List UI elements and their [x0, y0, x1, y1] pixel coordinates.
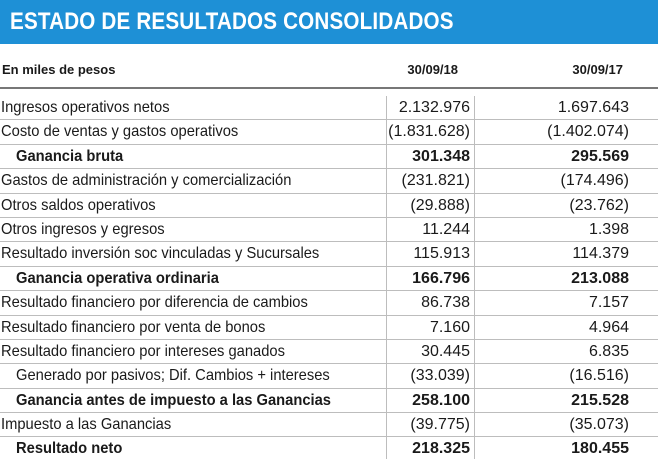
column-divider: [474, 96, 475, 459]
table-row: Resultado neto 218.325 180.455: [0, 437, 658, 461]
value-2018: 218.325: [412, 440, 470, 458]
value-2018: 11.244: [422, 220, 470, 238]
table-row: Costo de ventas y gastos operativos (1.83…: [0, 120, 658, 145]
row-label: Costo de ventas y gastos operativos: [1, 123, 239, 141]
table-row: Generado por pasivos; Dif. Cambios + int…: [0, 364, 658, 389]
row-label: Resultado financiero por diferencia de c…: [1, 294, 308, 312]
value-2017: 1.697.643: [557, 99, 629, 116]
header-divider: [0, 87, 658, 89]
row-label: Resultado neto: [16, 440, 123, 458]
table-row: Resultado financiero por diferencia de c…: [0, 291, 658, 316]
unit-label: En miles de pesos: [2, 62, 116, 77]
value-2017: 1.398: [588, 220, 629, 238]
value-2017: (1.402.074): [547, 123, 629, 141]
row-label: Ganancia operativa ordinaria: [16, 269, 219, 287]
table-row: Resultado financiero por venta de bonos 7…: [0, 316, 658, 340]
value-2018: 301.348: [412, 147, 470, 165]
row-label: Impuesto a las Ganancias: [1, 416, 172, 434]
column-divider: [386, 96, 387, 459]
table-row: Gastos de administración y comercializac…: [0, 169, 658, 194]
page-title: ESTADO DE RESULTADOS CONSOLIDADOS: [10, 8, 454, 35]
value-2018: 166.796: [412, 269, 470, 287]
value-2017: 114.379: [572, 245, 629, 263]
table-row: Resultado financiero por intereses ganad…: [0, 340, 658, 365]
value-2018: 86.738: [421, 294, 470, 312]
table-row: Ganancia bruta 301.348 295.569: [0, 145, 658, 170]
value-2018: (29.888): [410, 196, 470, 214]
value-2018: 258.100: [412, 391, 470, 409]
table-row: Impuesto a las Ganancias (39.775) (35.073): [0, 413, 658, 438]
row-label: Ganancia bruta: [16, 147, 124, 165]
value-2017: (23.762): [569, 196, 629, 214]
title-bar: ESTADO DE RESULTADOS CONSOLIDADOS: [0, 0, 658, 44]
row-label: Ingresos operativos netos: [1, 99, 170, 116]
value-2018: (33.039): [410, 367, 470, 385]
table-row: Otros saldos operativos (29.888) (23.762): [0, 194, 658, 218]
table-row: Otros ingresos y egresos 11.244 1.398: [0, 218, 658, 243]
table-row: Resultado inversión soc vinculadas y Suc…: [0, 242, 658, 267]
value-2017: (174.496): [560, 172, 630, 190]
value-2018: (231.821): [401, 172, 471, 190]
value-2018: 2.132.976: [398, 99, 470, 116]
value-2018: (1.831.628): [388, 123, 470, 141]
value-2017: (16.516): [569, 367, 629, 385]
value-2018: 30.445: [421, 342, 470, 360]
value-2017: 213.088: [571, 269, 629, 287]
column-header-2017: 30/09/17: [572, 62, 623, 77]
value-2017: (35.073): [569, 416, 629, 434]
value-2017: 6.835: [588, 342, 629, 360]
row-label: Resultado financiero por venta de bonos: [1, 318, 266, 336]
value-2017: 4.964: [588, 318, 629, 336]
row-label: Ganancia antes de impuesto a las Gananci…: [16, 391, 331, 409]
row-label: Otros saldos operativos: [1, 196, 156, 214]
column-header-2018: 30/09/18: [407, 62, 458, 77]
row-label: Gastos de administración y comercializac…: [1, 172, 292, 190]
row-label: Resultado inversión soc vinculadas y Suc…: [1, 245, 320, 263]
income-statement-table: Ingresos operativos netos 2.132.976 1.697.…: [0, 96, 658, 462]
value-2018: 115.913: [413, 245, 470, 263]
row-label: Resultado financiero por intereses ganad…: [1, 342, 285, 360]
table-header: En miles de pesos 30/09/18 30/09/17: [0, 59, 658, 83]
value-2018: 7.160: [429, 318, 470, 336]
table-row: Ganancia antes de impuesto a las Gananci…: [0, 389, 658, 414]
value-2017: 7.157: [588, 294, 629, 312]
value-2017: 215.528: [571, 391, 629, 409]
row-label: Generado por pasivos; Dif. Cambios + int…: [16, 367, 330, 385]
value-2018: (39.775): [410, 416, 470, 434]
value-2017: 295.569: [571, 147, 629, 165]
value-2017: 180.455: [571, 440, 629, 458]
row-label: Otros ingresos y egresos: [1, 220, 165, 238]
table-row: Ingresos operativos netos 2.132.976 1.697.…: [0, 96, 658, 121]
table-row: Ganancia operativa ordinaria 166.796 213.0…: [0, 267, 658, 292]
